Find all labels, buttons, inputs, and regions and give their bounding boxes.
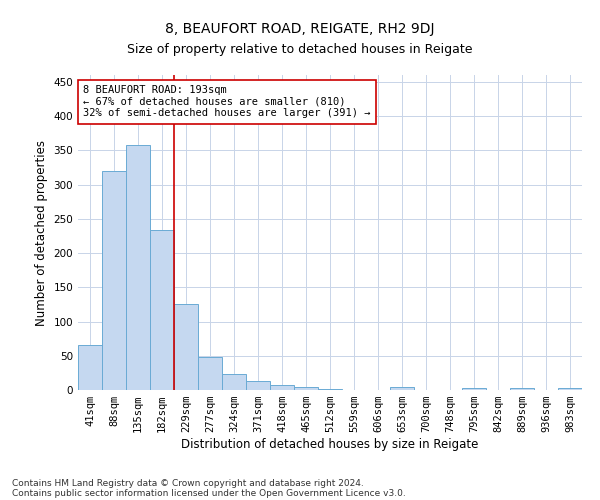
Bar [102, 171, 126, 390]
Bar [270, 384, 294, 390]
Text: Size of property relative to detached houses in Reigate: Size of property relative to detached ho… [127, 42, 473, 56]
Text: 8, BEAUFORT ROAD, REIGATE, RH2 9DJ: 8, BEAUFORT ROAD, REIGATE, RH2 9DJ [165, 22, 435, 36]
Bar [390, 388, 414, 390]
Bar [174, 304, 198, 390]
Bar [78, 346, 102, 390]
Text: 8 BEAUFORT ROAD: 193sqm
← 67% of detached houses are smaller (810)
32% of semi-d: 8 BEAUFORT ROAD: 193sqm ← 67% of detache… [83, 86, 370, 118]
Y-axis label: Number of detached properties: Number of detached properties [35, 140, 48, 326]
Bar [462, 388, 486, 390]
X-axis label: Distribution of detached houses by size in Reigate: Distribution of detached houses by size … [181, 438, 479, 451]
Bar [222, 374, 246, 390]
Bar [126, 145, 150, 390]
Bar [246, 381, 270, 390]
Bar [510, 388, 534, 390]
Bar [294, 386, 318, 390]
Bar [198, 357, 222, 390]
Bar [558, 388, 582, 390]
Text: Contains public sector information licensed under the Open Government Licence v3: Contains public sector information licen… [12, 488, 406, 498]
Bar [150, 230, 174, 390]
Text: Contains HM Land Registry data © Crown copyright and database right 2024.: Contains HM Land Registry data © Crown c… [12, 478, 364, 488]
